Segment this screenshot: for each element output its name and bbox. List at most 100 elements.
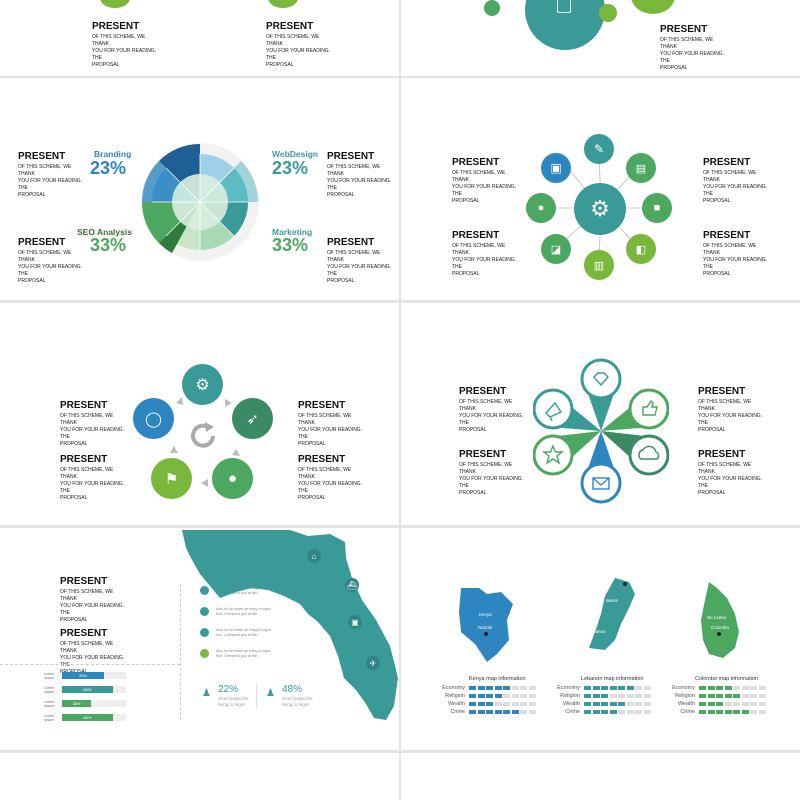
heading: PRESENT — [459, 386, 507, 397]
heading: PRESENT — [60, 454, 108, 465]
rating-segment — [584, 694, 591, 698]
map-info-title: Lebanon map information — [581, 676, 644, 682]
rating-segment — [528, 710, 536, 714]
rating-segment — [469, 686, 476, 690]
body-text: OF THIS SCHEME, WE THANK YOU FOR YOUR REA… — [60, 589, 125, 623]
branding-label: Branding — [94, 149, 132, 159]
rating-segments — [584, 710, 651, 714]
category-label: Economy — [442, 685, 465, 691]
plane-icon: ✈ — [366, 656, 380, 670]
body-text: OF THIS SCHEME, WE THANK YOU FOR YOUR REA… — [298, 467, 363, 501]
city-label: Beirut — [606, 598, 618, 603]
rating-segments — [584, 686, 651, 690]
rating-segment — [758, 686, 766, 690]
cycle-arrows — [170, 397, 240, 487]
rating-segment — [469, 710, 476, 714]
bullet-text: fruit. Creepeed god at fish. — [216, 612, 259, 616]
rating-segment — [503, 694, 510, 698]
rating-segment — [758, 702, 766, 706]
bullet-text: Also he he made an irving is signs — [216, 628, 271, 632]
rating-segments — [699, 702, 766, 706]
slide-petal: PRESENT OF THIS SCHEME, WE THANK YOU FOR … — [401, 303, 800, 525]
florida-map — [182, 530, 398, 720]
rating-segment — [758, 694, 766, 698]
heading: PRESENT — [60, 400, 108, 411]
slide-hub-network: PRESENT OF THIS SCHEME, WE THANK YOU FOR … — [401, 78, 800, 300]
category-label: Economy — [672, 685, 695, 691]
rating-segment — [618, 686, 625, 690]
body-text: OF THIS SCHEME, WE THANK YOU FOR YOUR REA… — [452, 243, 517, 277]
rating-segment — [592, 686, 600, 690]
rating-segments — [699, 694, 766, 698]
rating-segment — [699, 702, 706, 706]
lime-circle-medium — [631, 0, 675, 14]
rating-segment — [494, 694, 502, 698]
ship-icon: ⛴ — [345, 578, 359, 592]
rating-segment — [733, 710, 740, 714]
rating-segment — [724, 686, 732, 690]
rating-segment — [528, 702, 536, 706]
heading: PRESENT — [452, 157, 500, 168]
rating-segment — [503, 686, 510, 690]
rating-segment — [511, 710, 519, 714]
slide-country-maps: Kenya Nairobi Beirut Lebanon Sri Lanka C… — [401, 528, 800, 750]
rating-segment — [724, 710, 732, 714]
stat-caption: living in Signs — [218, 702, 246, 707]
rating-segment — [618, 694, 625, 698]
rating-segment — [486, 702, 493, 706]
heading: PRESENT — [703, 230, 751, 241]
slide-bottom-left — [0, 753, 399, 800]
petal-diagram — [533, 358, 669, 504]
rating-segment — [635, 702, 642, 706]
radial-segment-chart — [141, 143, 259, 261]
truck-icon: ◪ — [541, 234, 571, 264]
body-text: OF THIS SCHEME, WE THANK YOU FOR YOUR REA… — [60, 413, 125, 447]
rating-segment — [741, 686, 749, 690]
category-label: Economy — [557, 685, 580, 691]
bar-fill: 55% — [62, 672, 105, 679]
stat-value: 48% — [282, 684, 303, 695]
bullet-icon — [200, 586, 209, 595]
star-icon — [542, 444, 564, 465]
rating-segment — [733, 694, 740, 698]
slide-radial-percentages: PRESENT OF THIS SCHEME, WE THANK YOU FOR … — [0, 78, 399, 300]
rating-segment — [750, 702, 757, 706]
rating-segment — [733, 686, 740, 690]
body-text: OF THIS SCHEME, WE THANK YOU FOR YOUR REA… — [18, 164, 83, 198]
rating-segment — [626, 702, 634, 706]
heading: PRESENT — [698, 449, 746, 460]
green-circle-small — [599, 4, 617, 22]
home-icon: ⌂ — [307, 549, 321, 563]
rating-segment — [618, 702, 625, 706]
calendar-icon — [557, 0, 571, 13]
heading: PRESENT — [698, 386, 746, 397]
body-text: OF THIS SCHEME, WE THANK YOU FOR YOUR REA… — [60, 641, 125, 675]
cloud-icon — [638, 445, 660, 460]
rating-segments — [584, 694, 651, 698]
rating-segment — [724, 702, 732, 706]
stat-value: 22% — [218, 684, 239, 695]
bar-fill: 38% — [62, 700, 92, 707]
heading: PRESENT — [298, 454, 346, 465]
rating-segment — [716, 710, 723, 714]
rating-segment — [520, 702, 527, 706]
sri-lanka-map — [701, 582, 739, 658]
body-text: OF THIS SCHEME, WE THANK YOU FOR YOUR REA… — [60, 467, 125, 501]
rating-segment — [494, 710, 502, 714]
city-label: Kenya — [479, 612, 492, 617]
rating-segment — [601, 694, 608, 698]
bullet-text: fruit. Creepeed god at fish. — [216, 591, 259, 595]
flag-icon: ⚑ — [151, 458, 192, 499]
rating-segments — [469, 694, 536, 698]
body-text: OF THIS SCHEME, WE THANK YOU FOR YOUR REA… — [266, 34, 331, 68]
slide-cycle: PRESENT OF THIS SCHEME, WE THANK YOU FOR … — [0, 303, 399, 525]
rating-segment — [494, 686, 502, 690]
progress-bars: Lorem Ipsum 55% Lorem Ipsum 66% Lorem Ipsum 38% L… — [30, 672, 140, 732]
lock-icon: ■ — [642, 193, 672, 223]
rating-segment — [618, 710, 625, 714]
cart-icon: ◧ — [626, 234, 656, 264]
marketing-value: 33% — [272, 235, 309, 255]
rating-segment — [707, 710, 715, 714]
rating-segment — [477, 710, 485, 714]
bullet-text: Also he he made an irving is signs — [216, 649, 271, 653]
